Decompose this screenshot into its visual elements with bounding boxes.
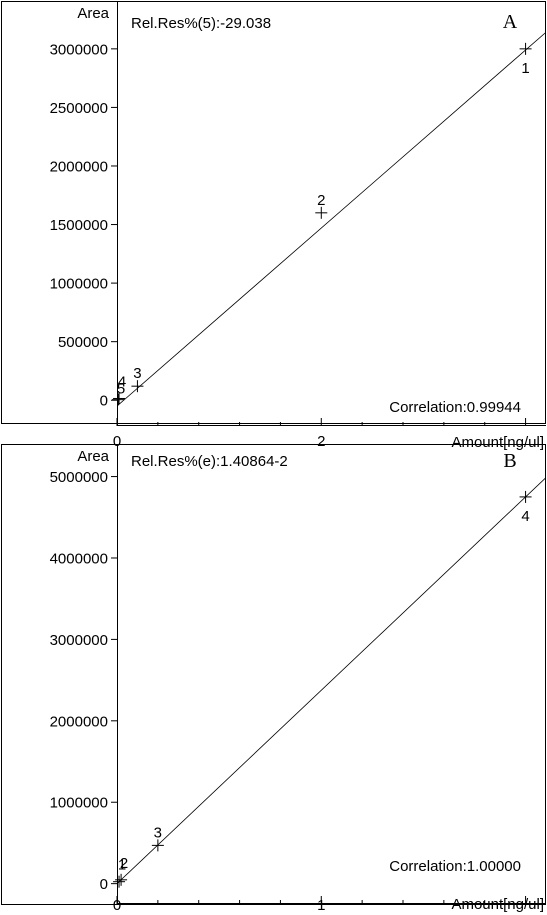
y-tick-label: 0 — [100, 393, 108, 410]
y-tick-label: 5000000 — [50, 469, 108, 486]
point-label: 1 — [521, 60, 529, 77]
y-axis-label: Area — [77, 5, 109, 22]
y-tick-label: 2000000 — [50, 158, 108, 175]
point-label: 3 — [133, 365, 141, 382]
data-point-1: 1 — [113, 857, 126, 888]
point-label: 5 — [117, 381, 125, 398]
y-tick-label: 1000000 — [50, 795, 108, 812]
y-tick-label: 2000000 — [50, 713, 108, 730]
point-label: 1 — [118, 857, 126, 874]
fit-line — [117, 31, 546, 407]
y-tick-label: 500000 — [58, 334, 108, 351]
data-point-4: 4 — [113, 373, 126, 405]
point-label: 3 — [154, 824, 162, 841]
x-tick-label: 1 — [317, 897, 325, 914]
top-annotation: Rel.Res%(e):1.40864-2 — [131, 453, 288, 470]
panel-label: A — [503, 11, 518, 33]
data-point-3: 3 — [151, 824, 164, 852]
chart-panel-A: Area 0 500000 1000000 1500000 2000000 2500000 3… — [1, 1, 546, 451]
y-axis-label: Area — [77, 448, 109, 465]
point-label: 4 — [118, 373, 126, 390]
x-axis-label: Amount[ng/ul] — [451, 434, 544, 451]
chart-frame — [1, 444, 546, 905]
y-tick-label: 1500000 — [50, 217, 108, 234]
x-tick-label: 0 — [113, 433, 121, 450]
panel-label: B — [503, 450, 516, 472]
fit-line — [117, 477, 546, 884]
y-tick-label: 3000000 — [50, 632, 108, 649]
chart-panel-B: Area 0 1000000 2000000 3000000 4000000 5000000… — [1, 444, 546, 914]
point-label: 4 — [521, 508, 529, 525]
y-tick-label: 3000000 — [50, 41, 108, 58]
data-point-3: 3 — [131, 365, 144, 393]
y-tick-label: 4000000 — [50, 550, 108, 567]
top-annotation: Rel.Res%(5):-29.038 — [131, 15, 271, 32]
chart-frame — [1, 1, 546, 424]
x-tick-label: 0 — [113, 897, 121, 914]
data-point-5: 5 — [112, 381, 125, 406]
correlation-annotation: Correlation:1.00000 — [389, 858, 521, 875]
correlation-annotation: Correlation:0.99944 — [389, 399, 521, 416]
x-axis-label: Amount[ng/ul] — [451, 896, 544, 913]
point-label: 2 — [317, 192, 325, 209]
x-tick-label: 2 — [317, 433, 325, 450]
point-label: 2 — [120, 855, 128, 872]
y-tick-label: 2500000 — [50, 100, 108, 117]
data-point-1: 1 — [519, 42, 532, 77]
data-point-4: 4 — [519, 490, 532, 525]
data-point-2: 2 — [315, 192, 328, 219]
y-tick-label: 1000000 — [50, 276, 108, 293]
y-tick-label: 0 — [100, 876, 108, 893]
data-point-2: 2 — [115, 855, 128, 886]
